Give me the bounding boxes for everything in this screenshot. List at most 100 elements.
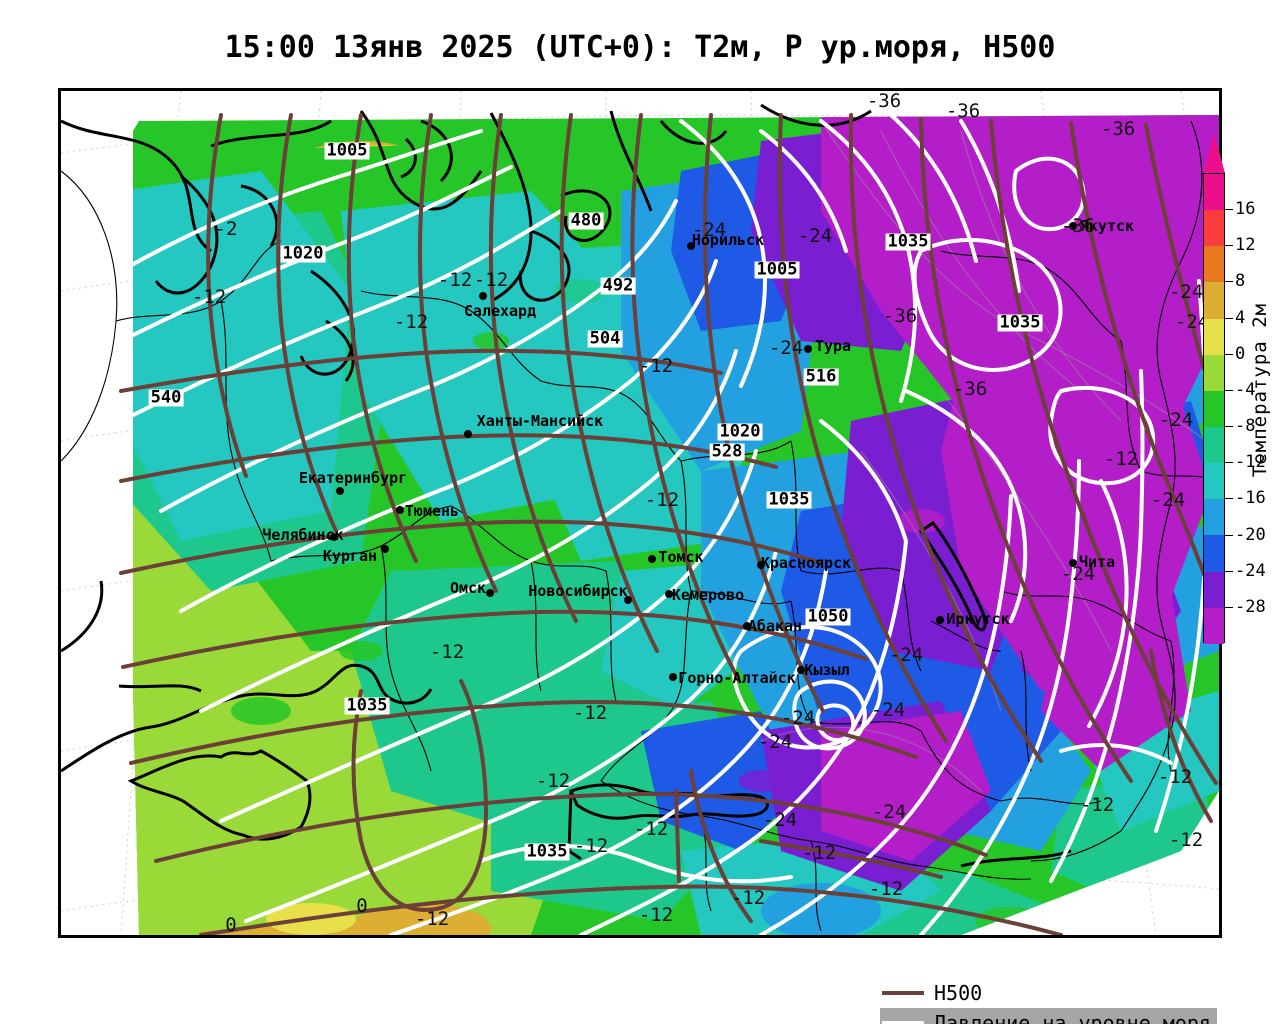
temperature-contour-label: -24 bbox=[1168, 281, 1204, 303]
colorbar-tick-label: -20 bbox=[1235, 524, 1266, 545]
colorbar-segment bbox=[1204, 246, 1224, 283]
city-label: Красноярск bbox=[760, 554, 852, 572]
colorbar[interactable]: 16 12 8 4 0 -4 -8 -12 -16 -20 -24 -28 bbox=[1203, 133, 1266, 644]
colorbar-tick bbox=[1225, 281, 1233, 283]
city-marker bbox=[624, 596, 632, 604]
map-canvas: Норильск Салехард Тура Ханты-Мансийск Екатер… bbox=[61, 91, 1219, 935]
h500-line-swatch bbox=[882, 991, 924, 995]
city-marker bbox=[757, 561, 765, 569]
colorbar-tick-label: -16 bbox=[1235, 488, 1266, 509]
h500-contour-label: 480 bbox=[568, 210, 604, 231]
temperature-contour-label: -24 bbox=[870, 699, 906, 721]
coastlines bbox=[61, 103, 1219, 932]
city-marker bbox=[687, 242, 695, 250]
temperature-field bbox=[133, 115, 1219, 935]
colorbar-segment bbox=[1204, 354, 1224, 391]
temperature-contour-label: -12 bbox=[1157, 766, 1193, 788]
h500-contour-label: 504 bbox=[587, 328, 623, 349]
city-marker bbox=[330, 533, 338, 541]
h500-contour-label: 528 bbox=[709, 441, 745, 462]
city-label: Омск bbox=[449, 579, 487, 597]
temperature-contour-label: -36 bbox=[952, 378, 988, 400]
colorbar-arrow-icon bbox=[1203, 133, 1225, 173]
mslp-contour-label: 1035 bbox=[766, 489, 812, 510]
colorbar-tick-label: -24 bbox=[1235, 560, 1266, 581]
map-legend: H500 Давление на уровне моря bbox=[880, 978, 1217, 1024]
city-marker bbox=[396, 506, 404, 514]
city-marker bbox=[486, 589, 494, 597]
colorbar-segment bbox=[1204, 535, 1224, 572]
colorbar-body bbox=[1203, 173, 1225, 644]
colorbar-tick-label: -8 bbox=[1235, 416, 1256, 437]
colorbar-tick-label: 8 bbox=[1235, 271, 1246, 292]
temperature-contour-label: -2 bbox=[214, 218, 238, 240]
colorbar-tick-label: 12 bbox=[1235, 235, 1256, 256]
mslp-contour-label: 1005 bbox=[754, 259, 800, 280]
city-label: Иркутск bbox=[946, 610, 1010, 628]
temperature-contour-label: -24 bbox=[888, 644, 924, 666]
h500-contours bbox=[119, 113, 1219, 935]
colorbar-segment bbox=[1204, 463, 1224, 500]
temperature-contour-label: 0 bbox=[225, 914, 237, 935]
mslp-line-swatch bbox=[882, 1021, 924, 1024]
temperature-contour-label: -12 bbox=[638, 355, 674, 377]
temperature-contour-label: -12 bbox=[429, 641, 465, 663]
city-marker bbox=[1069, 222, 1077, 230]
city-marker bbox=[804, 345, 812, 353]
city-label: Ханты-Мансийск bbox=[476, 412, 604, 430]
colorbar-segment bbox=[1204, 571, 1224, 608]
temperature-contour-label: -24 bbox=[871, 801, 907, 823]
mslp-contour-label: 1035 bbox=[997, 312, 1043, 333]
city-label: Абакан bbox=[747, 617, 803, 635]
mslp-contour-label: 1035 bbox=[344, 695, 390, 716]
city-label: Екатеринбург bbox=[298, 469, 408, 487]
temperature-contour-label: -12 bbox=[437, 269, 473, 291]
colorbar-segment bbox=[1204, 390, 1224, 427]
city-marker bbox=[1069, 559, 1077, 567]
city-label: Норильск bbox=[691, 231, 765, 249]
colorbar-tick bbox=[1225, 317, 1233, 319]
colorbar-tick-label: -12 bbox=[1235, 452, 1266, 473]
colorbar-tick-label: 0 bbox=[1235, 343, 1246, 364]
colorbar-tick-label: 16 bbox=[1235, 199, 1256, 220]
temperature-contour-label: -12 bbox=[801, 842, 837, 864]
city-label: Тюмень bbox=[404, 502, 460, 520]
mslp-contour-label: 1035 bbox=[524, 841, 570, 862]
city-label: Кызыл bbox=[804, 661, 850, 679]
h500-contour-label: 540 bbox=[148, 387, 184, 408]
legend-label-h500: H500 bbox=[934, 981, 983, 1005]
city-label: Челябинск bbox=[262, 526, 344, 544]
temperature-contour-label: -12 bbox=[573, 835, 609, 857]
temperature-contour-label: -12 bbox=[644, 489, 680, 511]
colorbar-segment bbox=[1204, 174, 1224, 211]
city-label: Горно-Алтайск bbox=[678, 669, 796, 687]
h500-contour-label: 516 bbox=[803, 366, 839, 387]
colorbar-tick bbox=[1225, 353, 1233, 355]
colorbar-tick bbox=[1225, 209, 1233, 211]
city-marker bbox=[669, 673, 677, 681]
colorbar-segment bbox=[1204, 499, 1224, 536]
colorbar-segment bbox=[1204, 210, 1224, 247]
temperature-contour-label: -12 bbox=[1168, 829, 1204, 851]
city-marker bbox=[336, 487, 344, 495]
temperature-contour-label: -12 bbox=[730, 887, 766, 909]
temperature-contour-label: -12 bbox=[414, 908, 450, 930]
temperature-contour-label: -36 bbox=[945, 100, 981, 122]
temperature-contour-label: -12 bbox=[1079, 794, 1115, 816]
temperature-contour-label: -36 bbox=[866, 91, 902, 112]
mslp-contour-label: 1020 bbox=[280, 243, 326, 264]
temperature-contour-label: -12 bbox=[633, 818, 669, 840]
temperature-contour-label: -24 bbox=[768, 337, 804, 359]
mslp-contour-label: 1020 bbox=[717, 421, 763, 442]
city-marker bbox=[648, 555, 656, 563]
city-label: Чита bbox=[1078, 553, 1116, 571]
colorbar-segment bbox=[1204, 426, 1224, 464]
temperature-contour-label: -24 bbox=[780, 707, 816, 729]
temperature-contour-label: -24 bbox=[1060, 563, 1096, 585]
temperature-contour-label: -12 bbox=[473, 269, 509, 291]
map-frame[interactable]: Норильск Салехард Тура Ханты-Мансийск Екатер… bbox=[58, 88, 1222, 938]
city-label: Салехард bbox=[463, 302, 537, 320]
colorbar-tick bbox=[1225, 245, 1233, 247]
colorbar-tick bbox=[1225, 462, 1233, 464]
